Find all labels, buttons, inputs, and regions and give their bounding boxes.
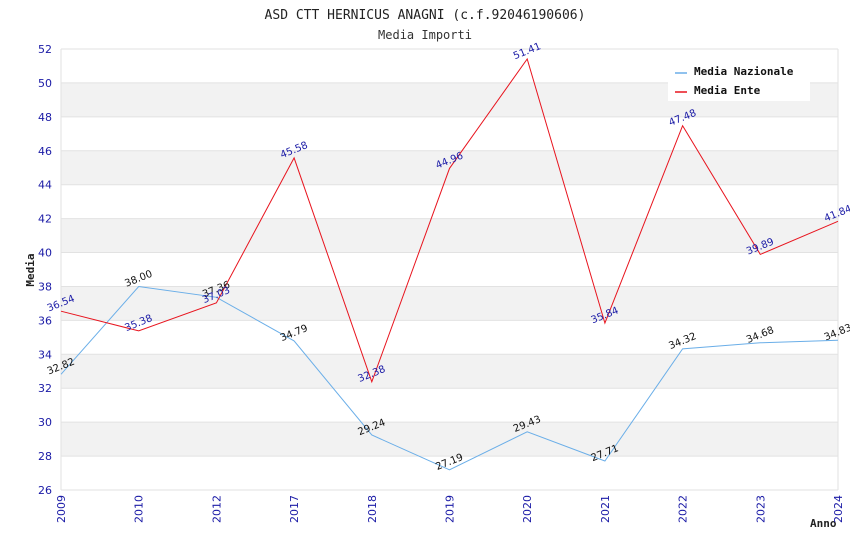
x-tick-label-2012: 2012 xyxy=(210,495,223,523)
y-axis-title: Media xyxy=(24,253,37,286)
x-tick-label-2022: 2022 xyxy=(677,495,690,523)
grid-band xyxy=(61,286,838,321)
x-tick-label-2019: 2019 xyxy=(444,495,457,523)
x-tick-label-2018: 2018 xyxy=(366,495,379,523)
x-tick-label-2010: 2010 xyxy=(133,495,146,523)
y-tick-label-48: 48 xyxy=(38,111,52,124)
series-line-media-nazionale xyxy=(60,285,839,471)
legend-label-media-nazionale: Media Nazionale xyxy=(694,65,794,78)
x-tick-label-2023: 2023 xyxy=(754,495,767,523)
y-tick-label-28: 28 xyxy=(38,450,52,463)
legend: Media Nazionale Media Ente xyxy=(668,59,810,101)
series-line-media-ente xyxy=(60,57,839,384)
y-tick-label-50: 50 xyxy=(38,77,52,90)
x-tick-label-2017: 2017 xyxy=(288,495,301,523)
grid-bands xyxy=(61,82,838,457)
x-tick-label-2024: 2024 xyxy=(832,495,845,523)
y-tick-label-30: 30 xyxy=(38,416,52,429)
y-tick-label-26: 26 xyxy=(38,484,52,497)
legend-box xyxy=(668,59,810,101)
y-tick-label-44: 44 xyxy=(38,179,52,192)
y-axis-ticks: 26 28 30 32 34 36 38 40 42 44 46 48 50 52 xyxy=(38,43,52,497)
y-tick-label-42: 42 xyxy=(38,213,52,226)
legend-label-media-ente: Media Ente xyxy=(694,84,761,97)
y-tick-label-46: 46 xyxy=(38,145,52,158)
grid-band xyxy=(61,354,838,389)
x-tick-label-2009: 2009 xyxy=(55,495,68,523)
y-tick-label-32: 32 xyxy=(38,382,52,395)
series-lines xyxy=(60,57,839,471)
chart-title: ASD CTT HERNICUS ANAGNI (c.f.92046190606… xyxy=(265,8,586,23)
x-axis-ticks: 2009 2010 2012 2017 2018 2019 2020 2021 2022 2023… xyxy=(55,495,845,523)
y-tick-label-34: 34 xyxy=(38,348,52,361)
y-tick-label-36: 36 xyxy=(38,314,52,327)
y-tick-label-52: 52 xyxy=(38,43,52,56)
chart-subtitle: Media Importi xyxy=(378,28,472,42)
grid-band xyxy=(61,218,838,253)
y-tick-label-38: 38 xyxy=(38,280,52,293)
x-tick-label-2020: 2020 xyxy=(521,495,534,523)
grid-band xyxy=(61,422,838,457)
y-tick-label-40: 40 xyxy=(38,247,52,260)
x-axis-title: Anno xyxy=(810,517,837,530)
x-tick-label-2021: 2021 xyxy=(599,495,612,523)
